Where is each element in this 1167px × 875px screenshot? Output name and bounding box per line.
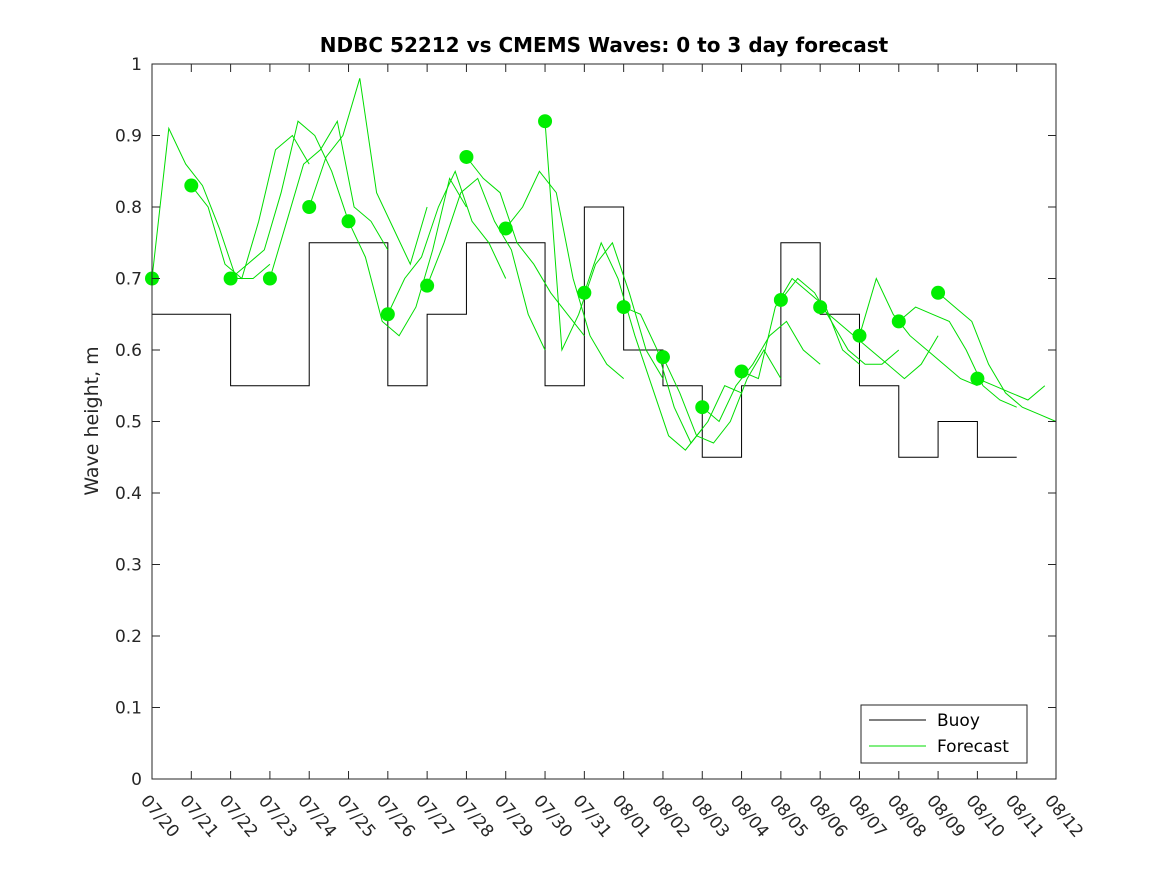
forecast-start-marker — [970, 371, 985, 386]
forecast-start-marker — [852, 328, 867, 343]
y-tick-label: 1 — [131, 55, 142, 75]
forecast-series-line — [898, 306, 1017, 408]
forecast-series-line — [505, 170, 625, 379]
forecast-start-marker — [380, 307, 395, 322]
forecast-start-marker — [577, 285, 592, 300]
y-tick-label: 0.5 — [115, 413, 142, 433]
forecast-series-line — [819, 306, 939, 380]
forecast-start-marker — [223, 271, 238, 286]
y-tick-label: 0.6 — [115, 341, 142, 361]
forecast-start-marker — [695, 400, 710, 415]
forecast-series-line — [387, 169, 507, 315]
y-axis-ticks: 0 0.1 0.2 0.3 0.4 0.5 0.6 0.7 0.8 0.9 1 — [115, 55, 1056, 790]
forecast-start-marker — [498, 221, 513, 236]
y-axis-label: Wave height, m — [81, 346, 103, 495]
buoy-series-line — [152, 206, 1017, 458]
legend-forecast-label: Forecast — [937, 737, 1009, 757]
forecast-start-marker — [459, 149, 474, 164]
y-tick-label: 0.2 — [115, 627, 142, 647]
forecast-start-marker — [655, 350, 670, 365]
y-tick-label: 0.7 — [115, 270, 142, 290]
forecast-series-line — [937, 292, 1057, 422]
forecast-start-marker — [302, 200, 317, 214]
legend-buoy-label: Buoy — [937, 711, 980, 731]
y-tick-label: 0.9 — [115, 127, 142, 147]
forecast-series-line — [151, 126, 271, 279]
forecast-series-line — [308, 78, 428, 266]
forecast-series-line — [544, 121, 664, 379]
forecast-series-line — [977, 378, 1046, 401]
forecast-start-marker — [420, 278, 435, 293]
forecast-series-line — [466, 156, 585, 337]
forecast-series-line — [230, 120, 349, 279]
y-tick-label: 0.4 — [115, 484, 142, 504]
forecast-start-marker — [184, 178, 199, 193]
chart-title: NDBC 52212 vs CMEMS Waves: 0 to 3 day fo… — [320, 33, 889, 57]
forecast-series-line — [623, 306, 742, 444]
forecast-start-marker — [813, 300, 828, 315]
y-tick-label: 0 — [131, 770, 142, 790]
forecast-start-marker — [616, 300, 631, 315]
legend-box — [860, 704, 1028, 764]
forecast-start-marker — [773, 292, 788, 307]
y-tick-label: 0.8 — [115, 198, 142, 218]
forecast-series-line — [583, 241, 703, 451]
forecast-series-line — [741, 277, 860, 380]
forecast-start-marker — [341, 214, 356, 229]
forecast-series-line — [426, 177, 546, 351]
plot-frame — [151, 63, 1057, 780]
plot-area — [145, 78, 1057, 458]
forecast-series-line — [859, 277, 978, 387]
forecast-start-marker — [538, 114, 553, 129]
forecast-start-marker — [262, 271, 277, 286]
forecast-series-line — [780, 277, 900, 365]
legend: Buoy Forecast — [860, 704, 1028, 764]
forecast-start-marker — [734, 364, 749, 379]
y-tick-label: 0.1 — [115, 699, 142, 719]
y-tick-label: 0.3 — [115, 556, 142, 576]
forecast-start-marker — [891, 314, 906, 329]
forecast-series-line — [269, 119, 389, 279]
forecast-series-line — [701, 320, 821, 423]
forecast-series-line — [190, 134, 310, 280]
forecast-start-marker — [931, 285, 946, 300]
forecast-series-line — [662, 349, 782, 444]
